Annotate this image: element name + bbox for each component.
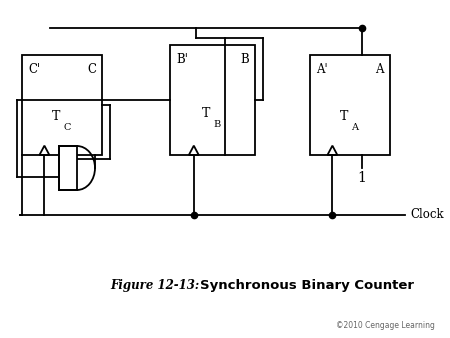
Text: 1: 1 <box>358 171 366 185</box>
Bar <box>310 55 390 155</box>
Text: C': C' <box>28 63 40 76</box>
Text: B': B' <box>176 53 188 66</box>
Text: T: T <box>52 111 60 123</box>
Bar <box>59 146 77 190</box>
Bar <box>22 55 102 155</box>
Text: Synchronous Binary Counter: Synchronous Binary Counter <box>200 279 414 291</box>
Text: B: B <box>240 53 249 66</box>
Text: A': A' <box>316 63 328 76</box>
Text: T: T <box>202 107 211 120</box>
Text: A: A <box>375 63 384 76</box>
Text: ©2010 Cengage Learning: ©2010 Cengage Learning <box>336 321 435 330</box>
Bar <box>170 45 255 155</box>
Text: Figure 12-13:: Figure 12-13: <box>110 279 199 291</box>
Text: C: C <box>63 122 70 131</box>
Text: Clock: Clock <box>410 209 444 221</box>
Text: C: C <box>87 63 96 76</box>
Text: T: T <box>340 111 348 123</box>
Text: A: A <box>351 122 358 131</box>
Text: B: B <box>213 120 221 129</box>
